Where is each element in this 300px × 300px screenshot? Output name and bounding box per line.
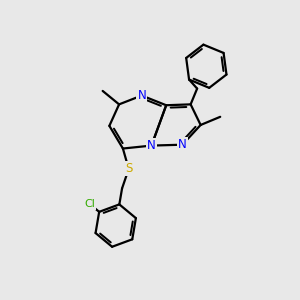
Text: Cl: Cl: [84, 199, 95, 209]
Text: N: N: [178, 138, 187, 151]
Text: N: N: [137, 89, 146, 102]
Text: S: S: [125, 162, 132, 176]
Text: N: N: [147, 139, 156, 152]
